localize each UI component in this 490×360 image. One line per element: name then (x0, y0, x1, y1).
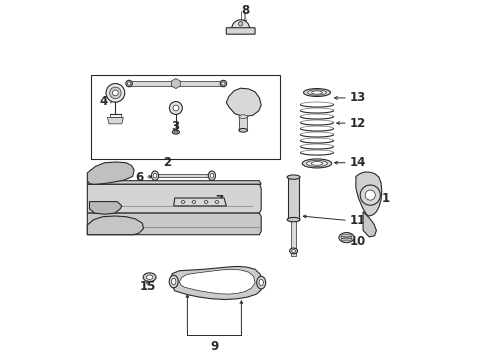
Text: 8: 8 (241, 4, 249, 17)
Polygon shape (87, 213, 261, 235)
Polygon shape (363, 212, 376, 237)
Ellipse shape (302, 159, 332, 168)
Text: 14: 14 (349, 156, 366, 169)
Polygon shape (90, 202, 122, 214)
Polygon shape (87, 181, 261, 184)
Polygon shape (179, 269, 255, 294)
Text: 12: 12 (349, 117, 366, 130)
Ellipse shape (220, 80, 227, 87)
Circle shape (113, 90, 118, 96)
Circle shape (239, 22, 243, 26)
Text: 13: 13 (349, 91, 366, 104)
Ellipse shape (239, 115, 247, 118)
Polygon shape (356, 172, 382, 216)
Text: 5: 5 (237, 120, 245, 133)
Polygon shape (288, 177, 299, 220)
Polygon shape (226, 88, 261, 117)
Text: 7: 7 (216, 194, 223, 207)
Ellipse shape (287, 175, 300, 179)
Ellipse shape (292, 249, 295, 252)
Ellipse shape (303, 89, 330, 96)
Circle shape (106, 84, 125, 102)
Text: 10: 10 (349, 235, 366, 248)
Circle shape (360, 185, 380, 205)
Ellipse shape (147, 275, 153, 279)
Ellipse shape (259, 279, 263, 286)
Ellipse shape (222, 82, 225, 85)
Wedge shape (232, 20, 250, 29)
Ellipse shape (143, 273, 156, 282)
Bar (91, 75, 280, 159)
Circle shape (110, 87, 121, 99)
Ellipse shape (174, 131, 178, 133)
Ellipse shape (239, 129, 247, 132)
Ellipse shape (290, 248, 297, 254)
Ellipse shape (339, 233, 354, 243)
Circle shape (170, 102, 182, 114)
Text: 4: 4 (99, 95, 107, 108)
Polygon shape (170, 266, 262, 300)
Circle shape (173, 105, 179, 111)
Ellipse shape (257, 276, 266, 289)
Text: 15: 15 (140, 280, 156, 293)
Polygon shape (87, 162, 134, 184)
Ellipse shape (153, 174, 157, 178)
Polygon shape (107, 117, 123, 124)
Polygon shape (155, 174, 212, 177)
Text: 6: 6 (135, 171, 144, 184)
Ellipse shape (172, 278, 176, 285)
Ellipse shape (169, 275, 178, 288)
Ellipse shape (172, 130, 179, 134)
Text: 11: 11 (349, 214, 366, 227)
Ellipse shape (127, 82, 131, 85)
Ellipse shape (311, 162, 323, 165)
Text: 1: 1 (382, 192, 390, 205)
Ellipse shape (307, 161, 327, 166)
Ellipse shape (151, 171, 159, 180)
Polygon shape (87, 184, 261, 213)
Ellipse shape (126, 80, 132, 87)
Polygon shape (174, 198, 226, 206)
Text: 2: 2 (164, 156, 171, 169)
Polygon shape (87, 216, 144, 235)
Ellipse shape (210, 174, 214, 178)
FancyBboxPatch shape (226, 28, 255, 34)
Ellipse shape (208, 171, 216, 180)
Polygon shape (239, 117, 247, 130)
Text: 9: 9 (210, 340, 219, 353)
Polygon shape (291, 220, 296, 256)
Polygon shape (129, 81, 223, 86)
Ellipse shape (287, 217, 300, 222)
Ellipse shape (308, 90, 326, 95)
Circle shape (365, 190, 375, 200)
Ellipse shape (312, 91, 322, 94)
Text: 3: 3 (171, 120, 179, 133)
